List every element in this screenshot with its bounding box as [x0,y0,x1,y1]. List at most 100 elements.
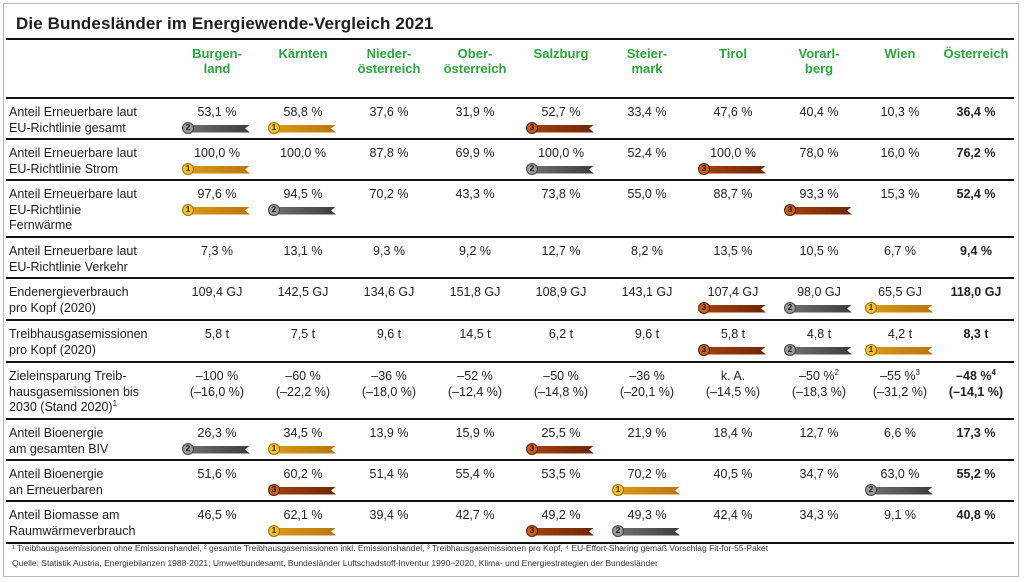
table-row: Zieleinsparung Treib-hausgasemissionen b… [6,362,1014,420]
cell-burgenland: 97,6 % 1 [174,180,260,238]
row-label: Anteil Erneuerbare laut EU-Richtlinie Str… [6,139,174,181]
cell-value: –36 % [629,369,665,383]
ribbon [532,445,594,454]
column-header-kaernten: Kärnten [260,40,346,99]
ribbon [532,165,594,174]
column-header-vorarlberg: Vorarl-berg [776,40,862,99]
ribbon [618,527,680,536]
cell-burgenland: 100,0 % 1 [174,139,260,181]
cell-value: 60,2 % [283,467,323,481]
table-header-row: Burgen-land Kärnten Nieder-österreich Ober-… [6,40,1014,99]
row-label: Anteil Erneuerbare laut EU-Richtlinie Fern… [6,180,174,238]
cell-niederoesterreich: –36 % (–18,0 %) [346,362,432,420]
cell-niederoesterreich: 13,9 % [346,419,432,461]
source-note: Quelle: Statistik Austria, Energiebilanz… [12,558,658,568]
cell-niederoesterreich: 37,6 % [346,98,432,140]
cell-value: 15,3 % [880,187,920,201]
ribbon [704,165,766,174]
cell-value: 76,2 % [956,146,996,160]
gold-medal-icon: 1 [268,121,338,135]
cell-value: 49,2 % [541,508,581,522]
cell-value: 6,2 t [548,327,574,341]
cell-oesterreich: 8,3 t [938,320,1014,363]
cell-value: 12,7 % [799,426,839,440]
cell-wien: 63,0 % 2 [862,460,938,502]
cell-value: 10,5 % [799,244,839,258]
cell-salzburg: 49,2 % 3 [518,501,604,544]
cell-value: 143,1 GJ [621,285,673,299]
cell-steiermark: 55,0 % [604,180,690,238]
cell-steiermark: 8,2 % [604,237,690,279]
ribbon [532,527,594,536]
cell-value: 100,0 % [710,146,756,160]
silver-medal-icon: 2 [526,162,596,176]
cell-value: 51,6 % [197,467,237,481]
bronze-medal-icon: 3 [784,203,854,217]
cell-vorarlberg: 93,3 % 3 [776,180,862,238]
row-label: Anteil Erneuerbare laut EU-Richtlinie ges… [6,98,174,140]
cell-value: 10,3 % [880,105,920,119]
table-row: Anteil Erneuerbare laut EU-Richtlinie Fern… [6,180,1014,238]
cell-value: 73,8 % [541,187,581,201]
cell-value: 15,9 % [455,426,495,440]
cell-value: 69,9 % [455,146,495,160]
cell-burgenland: 53,1 % 2 [174,98,260,140]
cell-value: 52,4 % [627,146,667,160]
cell-oberoesterreich: 31,9 % [432,98,518,140]
cell-value: 55,2 % [956,467,996,481]
cell-value: 94,5 % [283,187,323,201]
cell-value: 51,4 % [369,467,409,481]
cell-value: 21,9 % [627,426,667,440]
medal-rank: 3 [698,343,710,356]
cell-value: 9,1 % [884,508,916,522]
cell-value: –36 % [371,369,407,383]
cell-value: 6,6 % [884,426,916,440]
cell-value: 9,6 t [376,327,402,341]
table-row: Anteil Biomasse am Raumwärmeverbrauch 46,5… [6,501,1014,544]
cell-wien: 6,6 % [862,419,938,461]
cell-value: 4,2 t [887,327,913,341]
cell-kaernten: 60,2 % 3 [260,460,346,502]
cell-value: 40,4 % [799,105,839,119]
cell-tirol: 13,5 % [690,237,776,279]
ribbon [274,445,336,454]
cell-oesterreich: 36,4 % [938,98,1014,140]
cell-wien: 10,3 % [862,98,938,140]
cell-oesterreich: 76,2 % [938,139,1014,181]
cell-tirol: 107,4 GJ 3 [690,278,776,321]
medal-rank: 3 [526,121,538,134]
cell-value: 97,6 % [197,187,237,201]
cell-value: –100 % [195,369,239,383]
cell-kaernten: 62,1 % 1 [260,501,346,544]
cell-oberoesterreich: 69,9 % [432,139,518,181]
cell-salzburg: 12,7 % [518,237,604,279]
medal-rank: 2 [182,121,194,134]
cell-oberoesterreich: 43,3 % [432,180,518,238]
cell-kaernten: 142,5 GJ [260,278,346,321]
bronze-medal-icon: 3 [268,483,338,497]
ribbon [790,346,852,355]
gold-medal-icon: 1 [182,203,252,217]
row-label: Zieleinsparung Treib-hausgasemissionen b… [6,362,174,420]
cell-burgenland: –100 % (–16,0 %) [174,362,260,420]
cell-niederoesterreich: 39,4 % [346,501,432,544]
cell-vorarlberg: 12,7 % [776,419,862,461]
cell-value: 43,3 % [455,187,495,201]
cell-steiermark: 49,3 % 2 [604,501,690,544]
medal-rank: 2 [784,343,796,356]
row-label: Anteil Bioenergie am gesamten BIV [6,419,174,461]
medal-rank: 1 [268,442,280,455]
cell-value: 18,4 % [713,426,753,440]
cell-wien: 16,0 % [862,139,938,181]
table-row: Anteil Bioenergie an Erneuerbaren 51,6 % 60… [6,460,1014,502]
medal-rank: 1 [268,524,280,537]
gold-medal-icon: 1 [268,442,338,456]
cell-value: 13,9 % [369,426,409,440]
ribbon [871,486,933,495]
bronze-medal-icon: 3 [526,442,596,456]
cell-oberoesterreich: 42,7 % [432,501,518,544]
cell-value: 9,3 % [373,244,405,258]
cell-value: 109,4 GJ [191,285,243,299]
gold-medal-icon: 1 [268,524,338,538]
silver-medal-icon: 2 [182,442,252,456]
